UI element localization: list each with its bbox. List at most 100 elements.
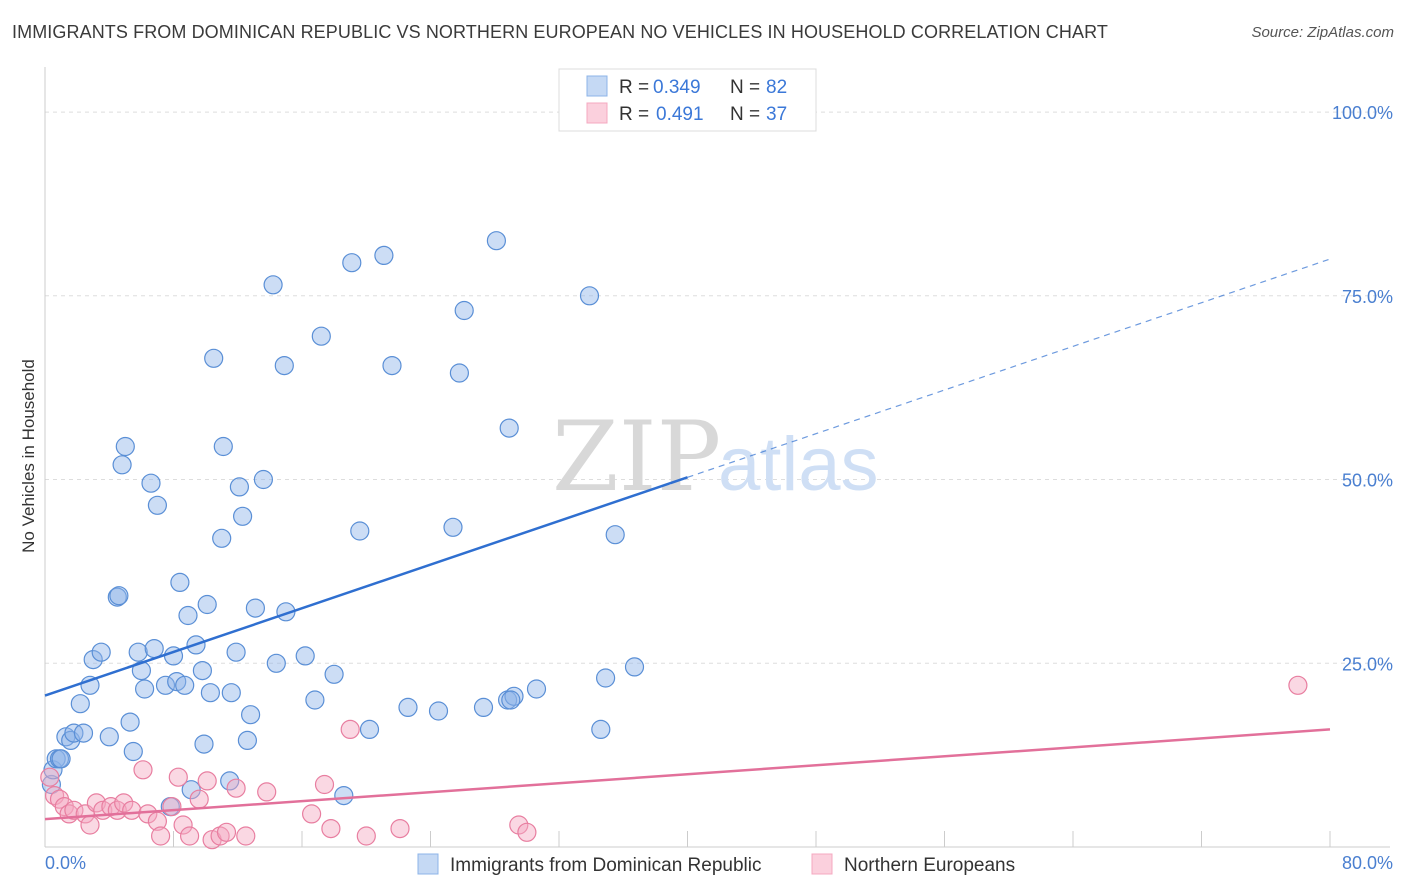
legend-n-value-1: 82 [766,77,787,98]
point-northern-31 [314,774,335,795]
point-northern-5 [64,800,84,820]
point-northern-8 [86,793,107,813]
point-dominican-18 [120,712,140,732]
point-northern-35 [390,818,410,839]
point-dominican-50 [253,469,273,490]
legend-r-value-1: 0.349 [653,77,701,98]
point-dominican-59 [334,785,354,806]
point-dominican-67 [443,517,463,537]
point-northern-33 [340,719,360,740]
tick-labels: 25.0% 50.0% 75.0% 100.0% 0.0% 80.0% [45,103,1393,873]
point-dominican-60 [342,253,362,273]
point-dominican-8 [73,723,94,743]
bottom-legend: Immigrants from Dominican Republic North… [417,853,1015,876]
legend-n-label-1: N = [730,77,760,98]
source-label: Source: ZipAtlas.com [1251,24,1394,41]
point-dominican-12 [91,642,111,662]
point-northern-18 [162,796,182,817]
point-dominican-4 [51,749,71,769]
point-dominican-61 [350,521,370,541]
point-northern-37 [517,822,537,842]
point-dominican-63 [374,245,394,265]
point-dominican-24 [144,638,164,659]
point-dominican-66 [428,701,449,721]
y-tick-label-0: 25.0% [1342,654,1393,674]
point-dominican-65 [398,697,418,718]
axes [44,67,1390,848]
point-dominican-62 [359,719,380,740]
point-northern-13 [122,800,142,820]
legend-r-value-2: 0.491 [656,104,704,125]
point-dominican-40 [212,528,232,548]
point-dominican-75 [526,679,547,699]
point-dominican-9 [70,694,90,714]
point-dominican-23 [141,473,161,493]
watermark-zip: ZIP [552,401,721,513]
bottom-legend-label-2: Northern Europeans [844,855,1015,876]
point-northern-15 [138,804,158,824]
point-dominican-45 [229,477,249,497]
point-northern-29 [257,782,277,802]
point-dominican-43 [221,683,241,703]
point-northern-25 [210,826,230,846]
y-axis-label: No Vehicles in Household [19,359,38,553]
point-dominican-53 [274,356,294,376]
point-northern-32 [321,818,341,839]
point-dominican-42 [220,771,240,791]
point-northern-30 [302,804,322,824]
point-northern-28 [236,826,256,846]
legend-n-label-2: N = [730,104,760,125]
point-dominican-37 [197,594,217,615]
legend: R = 0.349 N = 82 R = 0.491 N = 37 [558,68,817,132]
point-northern-19 [168,767,188,787]
point-dominican-25 [147,495,167,515]
point-northern-21 [180,826,200,846]
point-dominican-49 [245,598,265,618]
point-northern-17 [151,826,171,846]
point-northern-14 [133,760,153,780]
point-northern-0 [40,767,60,787]
point-northern-38 [1288,675,1308,695]
point-dominican-55 [295,646,315,666]
trendline-dominican-solid [44,476,688,697]
point-dominican-51 [263,275,283,295]
legend-swatch-pink [586,102,608,124]
point-dominican-39 [204,348,224,368]
y-tick-label-3: 100.0% [1332,103,1393,123]
point-dominican-68 [449,363,469,383]
point-dominican-46 [233,506,253,526]
legend-n-value-2: 37 [766,104,787,125]
point-dominican-57 [311,326,331,346]
trendline-northern [44,728,1331,821]
point-dominican-80 [624,657,645,677]
point-northern-7 [80,815,100,835]
watermark: ZIP atlas [552,401,879,513]
series-points [40,231,1308,850]
y-tick-label-2: 75.0% [1342,287,1393,307]
point-dominican-31 [175,675,195,695]
trendline-dominican-dashed [687,258,1331,478]
point-northern-36 [509,815,529,835]
y-tick-label-1: 50.0% [1342,471,1393,491]
point-dominican-20 [128,642,148,662]
point-dominican-58 [324,664,344,684]
point-dominican-73 [499,418,519,438]
bottom-legend-label-1: Immigrants from Dominican Republic [450,855,762,876]
legend-swatch-blue [586,75,608,97]
chart-title: IMMIGRANTS FROM DOMINICAN REPUBLIC VS NO… [12,22,1108,42]
point-northern-22 [189,789,209,809]
point-dominican-47 [237,730,257,751]
legend-r-label-1: R = [619,77,649,98]
point-northern-23 [197,771,217,791]
point-dominican-44 [226,642,246,662]
point-dominican-64 [382,356,402,376]
point-dominican-16 [112,455,132,475]
point-dominican-71 [486,231,506,251]
point-northern-26 [216,822,237,842]
point-dominican-56 [305,690,325,710]
point-dominican-41 [213,436,233,457]
point-northern-12 [114,793,134,813]
point-dominican-38 [200,683,220,703]
point-dominican-79 [605,525,625,545]
